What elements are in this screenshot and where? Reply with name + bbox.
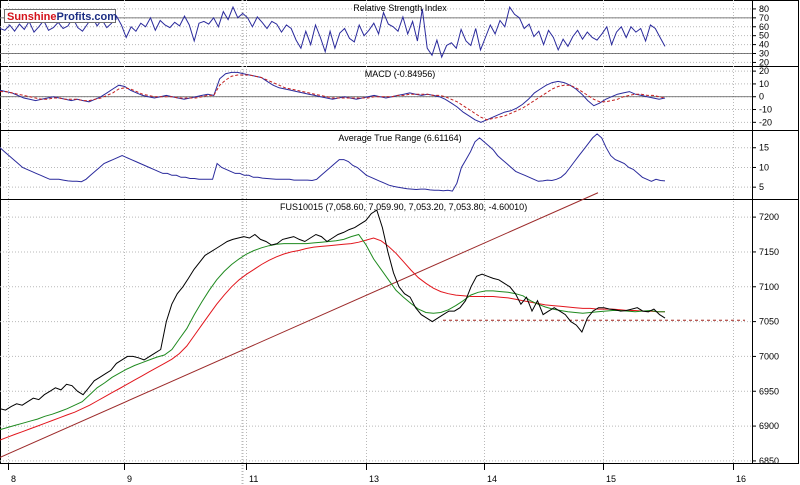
atr-title: Average True Range (6.61164): [338, 133, 461, 143]
x-tick-label-1: 9: [127, 474, 132, 484]
rsi-tick-label-2: 40: [759, 40, 769, 50]
ema-red-line: [0, 237, 665, 441]
rsi-tick-label-0: 20: [759, 57, 769, 67]
x-tick-label-4: 14: [487, 474, 497, 484]
price-title: FUS10015 (7,058.60, 7,059.90, 7,053.20, …: [280, 202, 527, 212]
rsi-tick-label-3: 50: [759, 31, 769, 41]
chart-frame: [0, 0, 799, 464]
macd-series-1: [0, 74, 666, 121]
price-tick-label-2: 6950: [759, 386, 779, 396]
rsi-tick-label-4: 60: [759, 22, 769, 32]
price-tick-label-6: 7150: [759, 247, 779, 257]
price-tick-label-7: 7200: [759, 212, 779, 222]
rsi-series-0: [0, 5, 666, 59]
x-tick-label-6: 16: [736, 474, 746, 484]
rsi-tick-label-5: 70: [759, 13, 769, 23]
rsi-title: Relative Strength Index: [353, 3, 447, 13]
price-tick-label-4: 7050: [759, 317, 779, 327]
macd-tick-label-2: 0: [759, 92, 764, 102]
ema-green-line: [0, 233, 665, 431]
x-tick-label-0: 8: [11, 474, 16, 484]
macd-tick-label-4: 20: [759, 66, 769, 76]
x-tick-label-5: 15: [606, 474, 616, 484]
logo-part-2: Profits.com: [56, 11, 118, 23]
atr-tick-label-0: 5: [759, 182, 764, 192]
price-panel: 6850 6900 6950 7000 7050 7100 7150 7200 FUS10015…: [0, 202, 779, 466]
macd-tick-label-3: 10: [759, 79, 769, 89]
atr-tick-label-1: 10: [759, 162, 769, 172]
macd-title: MACD (-0.84956): [365, 69, 436, 79]
atr-series-0: [0, 133, 666, 192]
trend-line: [0, 192, 599, 458]
price-tick-label-5: 7100: [759, 282, 779, 292]
rsi-tick-label-1: 30: [759, 49, 769, 59]
atr-panel: 5 10 15 Average True Range (6.61164): [0, 133, 769, 192]
macd-series-0: [0, 71, 666, 123]
logo-part-1: Sunshine: [7, 11, 57, 23]
macd-tick-label-0: -20: [759, 117, 772, 127]
atr-tick-label-2: 15: [759, 143, 769, 153]
x-tick-label-3: 13: [369, 474, 379, 484]
rsi-tick-label-6: 80: [759, 4, 769, 14]
price-tick-label-0: 6850: [759, 456, 779, 466]
macd-panel: -20 -10 0 10 20 MACD (-0.84956): [0, 66, 772, 127]
price-tick-label-3: 7000: [759, 351, 779, 361]
x-tick-label-2: 11: [249, 474, 258, 484]
sunshine-profits-logo: SunshineProfits.com: [4, 9, 118, 23]
price-tick-label-1: 6900: [759, 421, 779, 431]
price-line: [0, 209, 666, 411]
macd-tick-label-1: -10: [759, 105, 772, 115]
